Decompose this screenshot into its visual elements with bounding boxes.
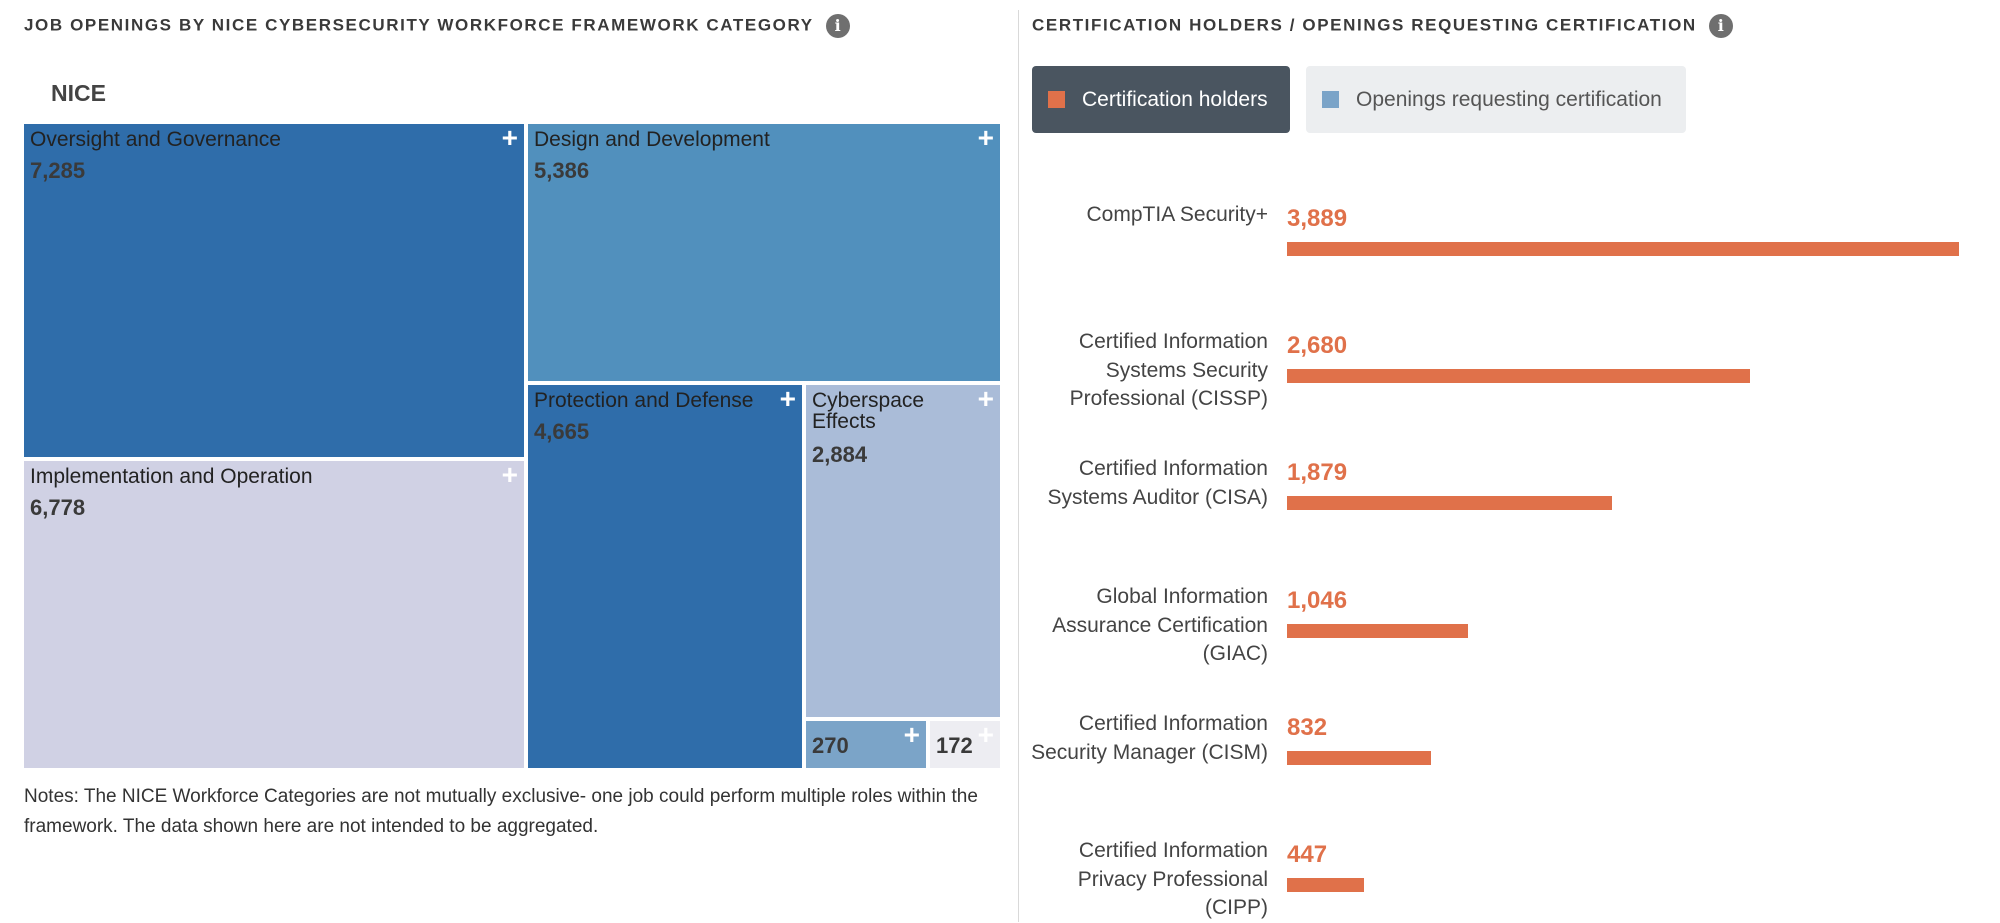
bar-category-label: Certified Information Security Manager (C… xyxy=(1030,710,1268,767)
expand-plus-icon[interactable]: + xyxy=(977,124,994,153)
treemap-title-text: JOB OPENINGS BY NICE CYBERSECURITY WORKF… xyxy=(24,15,814,35)
panel-divider xyxy=(1018,10,1019,922)
bar-title-text: CERTIFICATION HOLDERS / OPENINGS REQUEST… xyxy=(1032,15,1697,35)
treemap-cell-value: 172 xyxy=(936,733,973,758)
expand-plus-icon[interactable]: + xyxy=(779,385,796,414)
bar-value-label: 832 xyxy=(1287,714,1328,741)
bar-category-label-line: Systems Auditor (CISA) xyxy=(1047,485,1268,509)
treemap-cell[interactable]: Protection and Defense 4,665 + xyxy=(528,385,802,768)
bar-mark[interactable] xyxy=(1287,751,1431,765)
treemap-cell[interactable]: 172 + xyxy=(930,721,1000,768)
treemap-root-label[interactable]: NICE xyxy=(51,80,106,106)
notes-text: Notes: The NICE Workforce Categories are… xyxy=(24,786,978,837)
expand-plus-icon[interactable]: + xyxy=(501,461,518,490)
expand-plus-icon[interactable]: + xyxy=(903,721,920,750)
bar-category-label-line: Certified Information xyxy=(1078,457,1268,480)
bar-category-label-line: Certified Information xyxy=(1078,330,1268,353)
bar-category-label-line: Security Manager (CISM) xyxy=(1031,740,1268,764)
bar-mark[interactable] xyxy=(1287,878,1364,892)
treemap-cell-value: 5,386 xyxy=(534,158,590,183)
bar-value-label: 3,889 xyxy=(1287,205,1348,232)
bar-category-label-line: Global Information xyxy=(1096,585,1268,608)
bar-category-label: Certified Information Systems Security Pro… xyxy=(1030,328,1268,414)
info-icon[interactable]: i xyxy=(1708,14,1733,38)
legend-swatch-holders xyxy=(1048,91,1065,108)
bar-category-label-line: Systems Security xyxy=(1105,358,1268,382)
treemap-cell-name: Implementation and Operation xyxy=(30,465,313,488)
legend-label-holders: Certification holders xyxy=(1082,87,1268,111)
treemap-panel-title: JOB OPENINGS BY NICE CYBERSECURITY WORKF… xyxy=(24,14,850,38)
legend-label-openings: Openings requesting certification xyxy=(1356,87,1662,111)
bar-category-label: CompTIA Security+ xyxy=(1030,201,1268,230)
bar-mark[interactable] xyxy=(1287,624,1468,638)
treemap-cell-value: 6,778 xyxy=(30,495,86,520)
bar-category-label: Global Information Assurance Certificatio… xyxy=(1030,583,1268,669)
bar-category-label-line: Privacy Professional xyxy=(1077,867,1268,891)
bar-category-label-line: Assurance Certification xyxy=(1052,613,1268,637)
bar-value-label: 447 xyxy=(1287,841,1328,868)
expand-plus-icon[interactable]: + xyxy=(501,124,518,153)
bar-mark[interactable] xyxy=(1287,369,1750,383)
bar-category-label-line: Certified Information xyxy=(1078,712,1268,735)
bar-category-label-line: (GIAC) xyxy=(1202,642,1268,665)
treemap-cell-name: Cyberspace Effects xyxy=(812,389,925,433)
bar-value-label: 1,046 xyxy=(1287,587,1348,614)
treemap: Oversight and Governance 7,285 + Implementa… xyxy=(24,124,1000,768)
bar-category-label: Certified Information Systems Auditor (CI… xyxy=(1030,455,1268,512)
legend-certification-holders-button[interactable]: Certification holders xyxy=(1032,66,1290,133)
bar-category-label-line: Professional (CISSP) xyxy=(1069,387,1268,410)
expand-plus-icon[interactable]: + xyxy=(977,385,994,414)
treemap-cell[interactable]: Oversight and Governance 7,285 + xyxy=(24,124,524,457)
treemap-cell[interactable]: 270 + xyxy=(806,721,926,768)
treemap-cell-name: Protection and Defense xyxy=(534,389,754,412)
bar-category-label: Certified Information Privacy Professiona… xyxy=(1030,837,1268,923)
bar-value-label: 2,680 xyxy=(1287,332,1348,359)
treemap-cell-value: 4,665 xyxy=(534,419,590,444)
treemap-cell-name: Oversight and Governance xyxy=(30,128,281,151)
bar-category-label-line: (CIPP) xyxy=(1205,896,1268,919)
treemap-cell-value: 7,285 xyxy=(30,158,86,183)
legend-openings-button[interactable]: Openings requesting certification xyxy=(1306,66,1686,133)
treemap-cell[interactable]: Cyberspace Effects 2,884 + xyxy=(806,385,1000,717)
bar-category-label-line: CompTIA Security+ xyxy=(1086,203,1268,226)
bar-mark[interactable] xyxy=(1287,242,1959,256)
expand-plus-icon[interactable]: + xyxy=(977,721,994,750)
bar-panel-title: CERTIFICATION HOLDERS / OPENINGS REQUEST… xyxy=(1032,14,1733,38)
bar-value-label: 1,879 xyxy=(1287,459,1348,486)
treemap-cell-value: 2,884 xyxy=(812,442,868,467)
treemap-cell[interactable]: Design and Development 5,386 + xyxy=(528,124,1000,381)
treemap-cell[interactable]: Implementation and Operation 6,778 + xyxy=(24,461,524,768)
info-icon[interactable]: i xyxy=(825,14,850,38)
treemap-cell-value: 270 xyxy=(812,733,849,758)
legend-swatch-openings xyxy=(1322,91,1339,108)
bar-mark[interactable] xyxy=(1287,496,1612,510)
bar-category-label-line: Certified Information xyxy=(1078,839,1268,862)
treemap-cell-name: Design and Development xyxy=(534,128,770,151)
